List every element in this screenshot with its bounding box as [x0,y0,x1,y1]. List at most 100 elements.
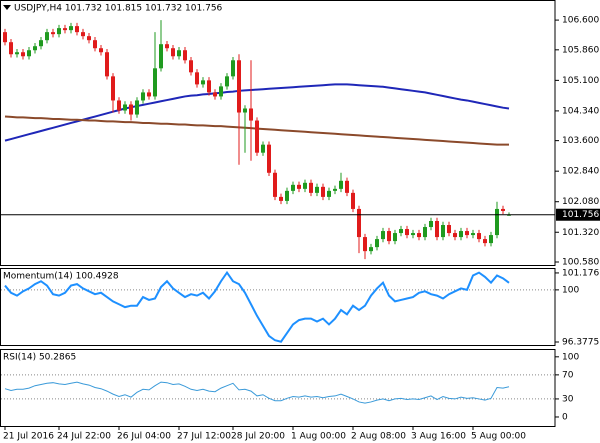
candle-body [87,36,91,41]
candle-body [45,32,49,41]
candle-body [177,50,181,57]
panel-frame [0,349,556,427]
candle-body [303,182,307,189]
candle-body [267,144,271,173]
candle-body [411,233,415,236]
y-tick-label: 105.860 [562,45,599,55]
candle-body [321,186,325,197]
candle-body [279,196,283,201]
candle-body [327,190,331,197]
candle-body [369,247,373,252]
candle-body [27,50,31,57]
y-tick-label: 100.580 [562,257,599,267]
candle-body [93,40,97,49]
y-tick-label: 100 [562,285,579,295]
panel-title: RSI(14) 50.2865 [3,353,76,363]
candle-body [3,32,7,43]
candle-body [345,180,349,193]
candle-body [387,231,391,242]
candle-body [153,68,157,97]
candle-body [63,28,67,31]
candle-body [405,229,409,236]
candle-body [399,229,403,234]
candle-body [129,104,133,115]
candle-body [69,26,73,31]
candle-body [291,184,295,191]
candle-body [231,60,235,77]
candle-body [147,92,151,97]
candle-body [123,104,127,111]
x-tick-label: 24 Jul 22:00 [57,432,111,442]
menu-triangle [3,5,11,10]
candle-body [105,52,109,77]
candle-body [81,32,85,37]
candle-body [135,100,139,115]
last-price-label: 101.756 [562,210,599,220]
candle-body [309,182,313,193]
x-tick-label: 3 Aug 16:00 [411,432,466,442]
candle-body [501,208,505,211]
candle-body [381,231,385,240]
candle-body [453,233,457,238]
x-tick-label: 5 Aug 00:00 [471,432,526,442]
candle-body [57,28,61,35]
candle-body [237,60,241,113]
x-tick-label: 2 Aug 08:00 [351,432,406,442]
candle-body [33,46,37,51]
candle-body [51,32,55,35]
candle-body [111,76,115,101]
candle-body [39,40,43,47]
y-tick-label: 103.600 [562,136,599,146]
y-tick-label: 30 [562,394,574,404]
indicator-line [4,381,510,404]
candle-body [429,221,433,228]
candle-body [333,188,337,191]
y-tick-label: 105.100 [562,76,599,86]
candle-body [9,42,13,55]
y-tick-label: 0 [562,412,568,422]
candle-body [225,76,229,87]
y-tick-label: 106.600 [562,16,599,26]
x-tick-label: 1 Aug 00:00 [291,432,346,442]
candle-body [447,225,451,234]
candle-body [249,108,253,121]
candle-body [357,208,361,238]
candle-body [21,52,25,57]
panel-frame [0,0,556,266]
candle-body [165,44,169,49]
candle-body [159,44,163,69]
y-tick-label: 102.840 [562,167,599,177]
y-tick-label: 70 [562,370,574,380]
candle-body [171,48,175,57]
candle-body [435,221,439,238]
candle-body [393,233,397,242]
candle-body [243,108,247,113]
candle-body [255,120,259,153]
indicator-line [4,270,510,343]
candle-body [15,52,19,55]
candle-body [75,26,79,33]
candle-body [477,233,481,240]
candle-body [423,227,427,238]
candle-body [99,48,103,53]
candle-body [483,239,487,244]
candle-body [471,233,475,236]
candle-body [141,92,145,101]
candle-body [351,192,355,209]
candle-body [315,186,319,193]
candle-body [441,225,445,238]
y-tick-label: 100 [562,352,579,362]
x-tick-label: 27 Jul 12:00 [177,432,231,442]
y-tick-label: 96.3775 [562,338,599,348]
candle-body [219,86,223,97]
candle-body [273,172,277,197]
candle-body [339,180,343,189]
panel-title: Momentum(14) 100.4928 [3,272,119,282]
y-tick-label: 102.080 [562,197,599,207]
candle-body [201,80,205,85]
candle-body [489,235,493,244]
x-tick-label: 28 Jul 20:00 [231,432,285,442]
candle-body [213,92,217,97]
y-tick-label: 101.1767 [562,268,600,278]
